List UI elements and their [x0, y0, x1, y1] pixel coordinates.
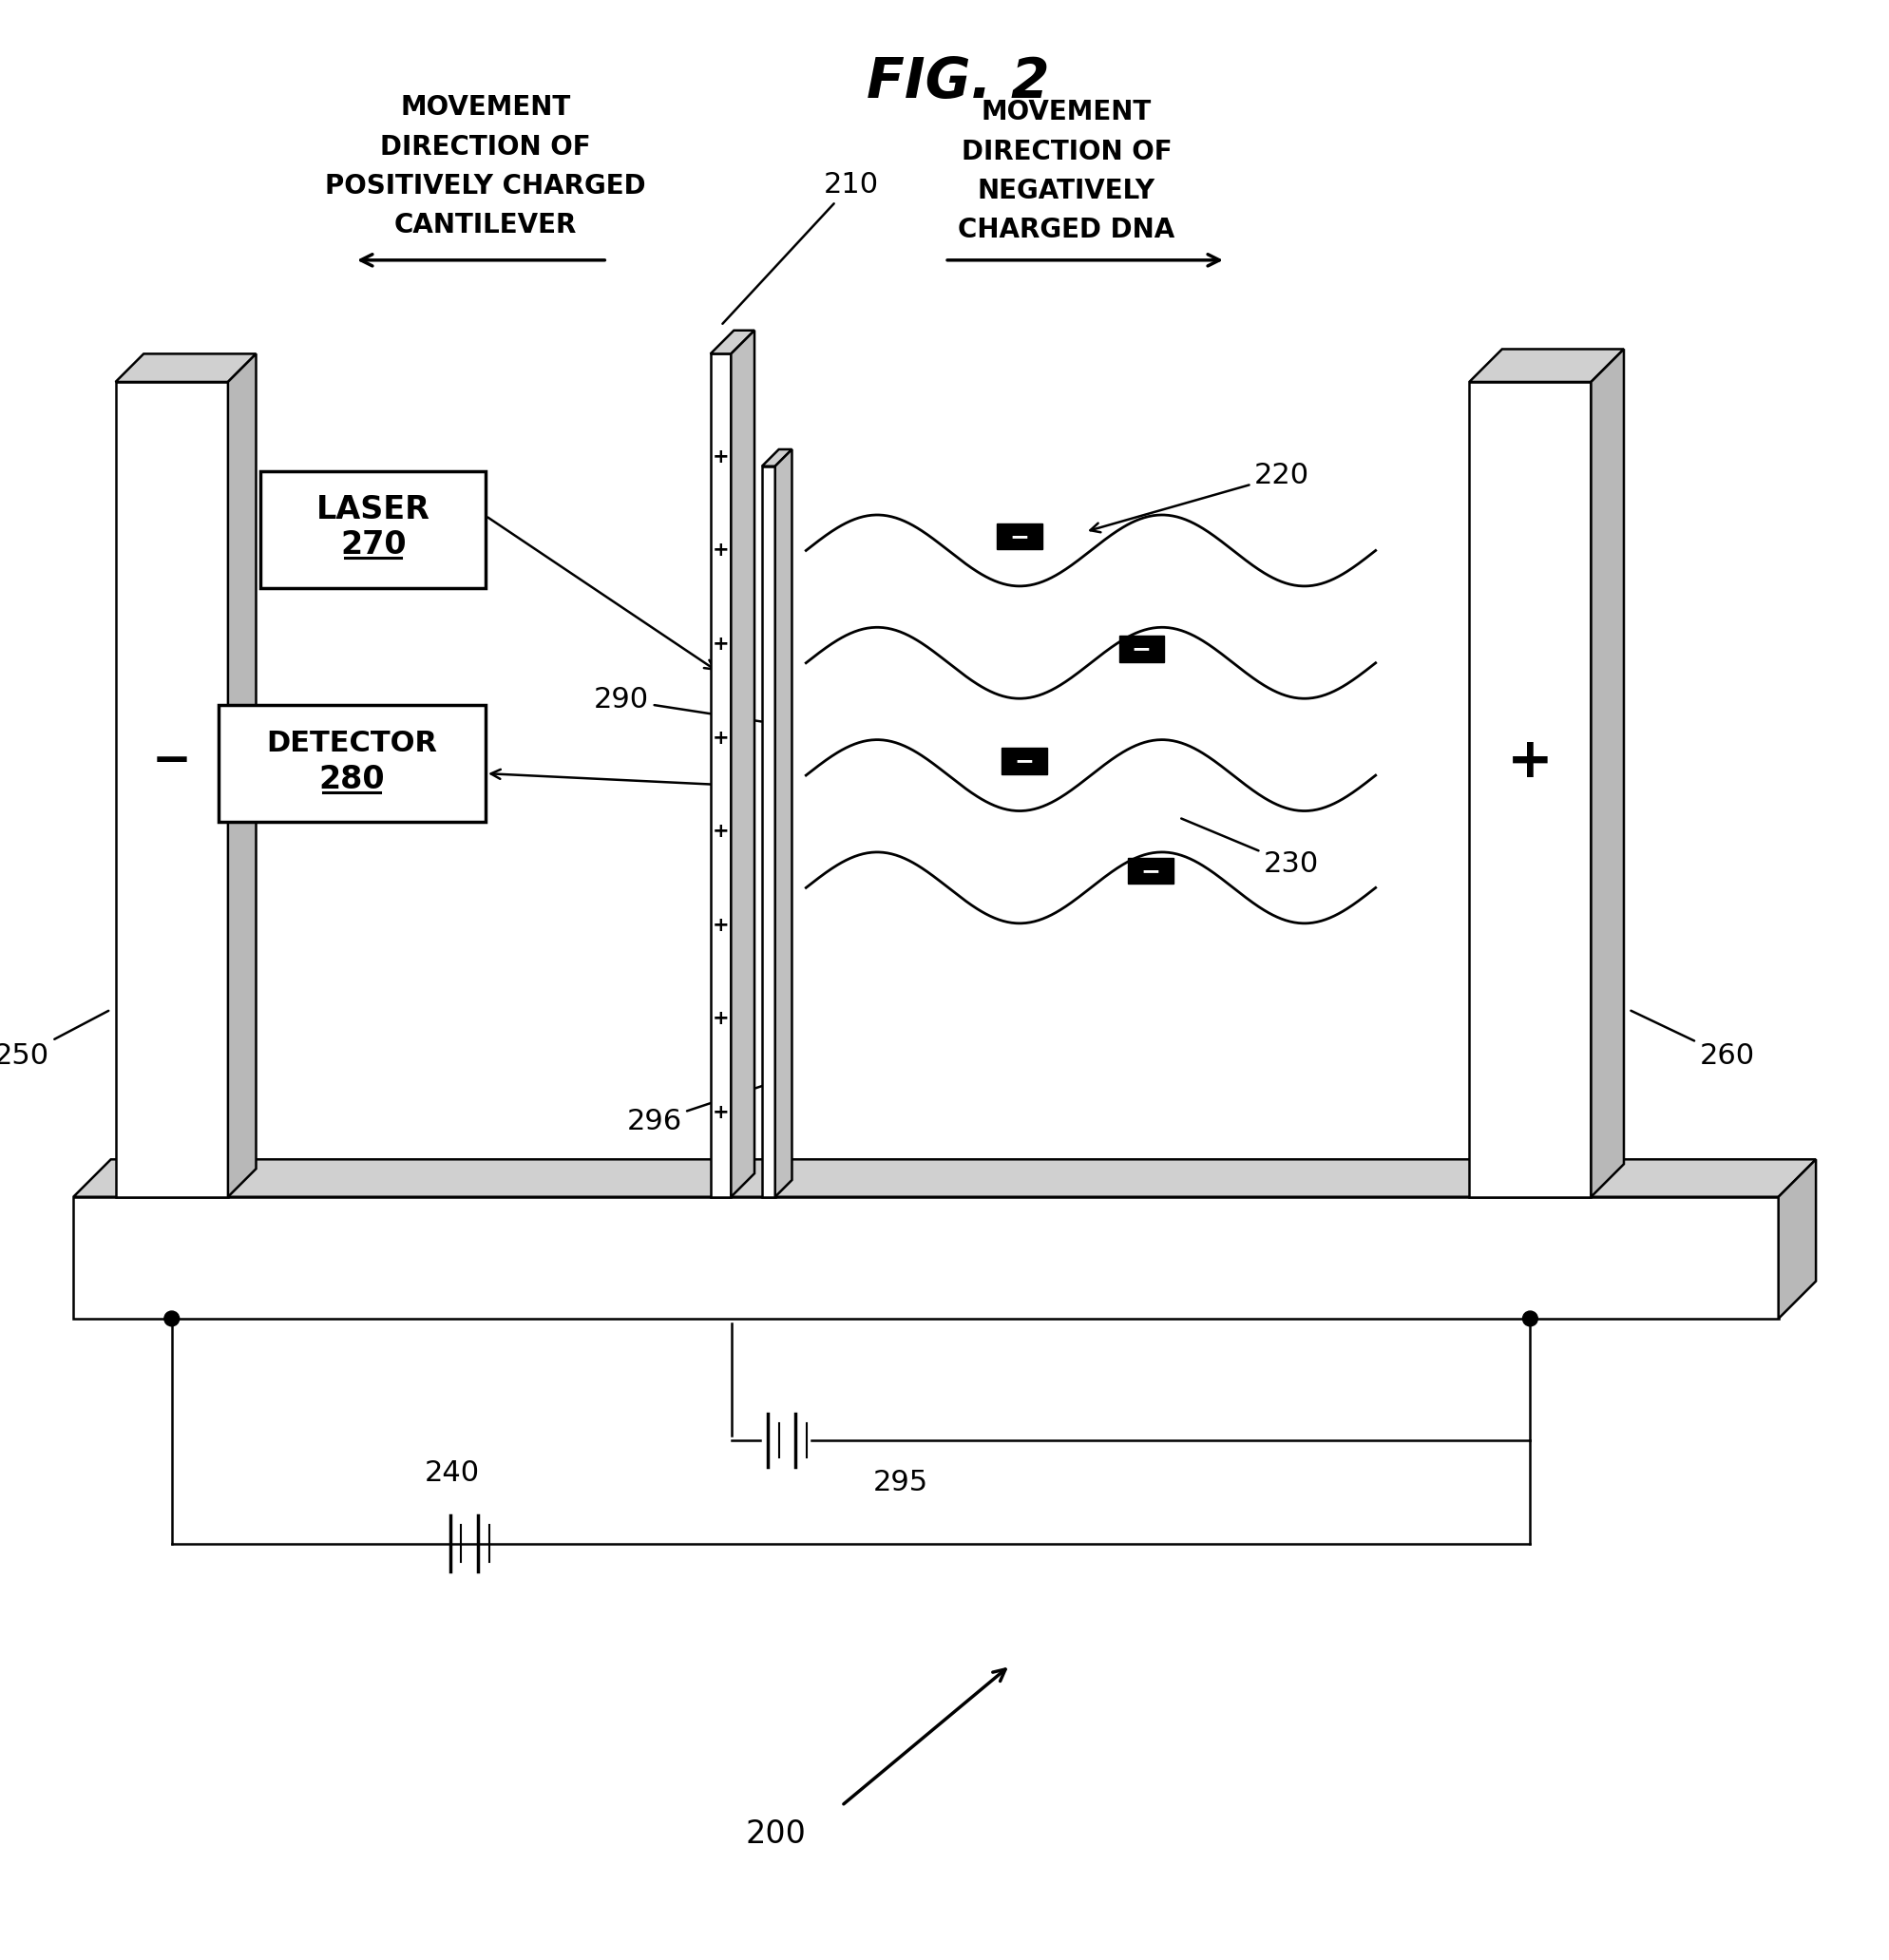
Bar [1118, 635, 1164, 662]
Polygon shape [1470, 349, 1625, 382]
Text: DETECTOR: DETECTOR [266, 729, 436, 757]
Polygon shape [710, 331, 754, 355]
Text: 295: 295 [873, 1468, 927, 1495]
Text: −: − [1014, 751, 1035, 772]
Bar [761, 466, 774, 1198]
Circle shape [164, 1311, 179, 1327]
Text: 296: 296 [627, 1086, 765, 1135]
Text: 200: 200 [746, 1819, 807, 1850]
Text: 250: 250 [0, 1011, 108, 1070]
Text: −: − [1141, 860, 1160, 882]
Text: 290: 290 [593, 686, 761, 721]
Bar [1001, 749, 1047, 774]
Text: −: − [1132, 637, 1152, 661]
Polygon shape [229, 355, 257, 1198]
Circle shape [1523, 1311, 1538, 1327]
Text: 270: 270 [340, 529, 406, 561]
Text: −: − [151, 739, 191, 784]
Polygon shape [74, 1160, 1815, 1198]
Text: +: + [712, 541, 729, 561]
Text: 210: 210 [723, 171, 878, 323]
Text: +: + [712, 729, 729, 747]
Bar [261, 470, 485, 588]
Bar [115, 382, 229, 1198]
Text: +: + [712, 447, 729, 466]
Text: MOVEMENT
DIRECTION OF
POSITIVELY CHARGED
CANTILEVER: MOVEMENT DIRECTION OF POSITIVELY CHARGED… [325, 94, 646, 239]
Polygon shape [761, 449, 791, 466]
Bar [1128, 858, 1173, 884]
Bar [74, 1198, 1778, 1319]
Text: +: + [712, 915, 729, 935]
Bar [997, 523, 1043, 549]
Text: +: + [1507, 735, 1553, 788]
Polygon shape [1591, 349, 1625, 1198]
Text: LASER: LASER [315, 494, 431, 525]
Polygon shape [731, 331, 754, 1198]
Text: +: + [712, 1103, 729, 1121]
Text: FIG. 2: FIG. 2 [867, 55, 1048, 110]
Text: +: + [712, 1009, 729, 1029]
Text: 220: 220 [1090, 463, 1309, 533]
Text: +: + [712, 821, 729, 841]
Bar [219, 706, 485, 821]
Text: −: − [1009, 525, 1030, 549]
Text: 240: 240 [425, 1460, 480, 1488]
Bar [1470, 382, 1591, 1198]
Text: MOVEMENT
DIRECTION OF
NEGATIVELY
CHARGED DNA: MOVEMENT DIRECTION OF NEGATIVELY CHARGED… [958, 100, 1175, 243]
Polygon shape [774, 449, 791, 1198]
Polygon shape [115, 355, 257, 382]
Bar [710, 355, 731, 1198]
Text: 280: 280 [319, 762, 385, 794]
Text: 230: 230 [1181, 819, 1319, 878]
Text: +: + [712, 635, 729, 655]
Polygon shape [1778, 1160, 1815, 1319]
Text: 260: 260 [1630, 1011, 1755, 1070]
